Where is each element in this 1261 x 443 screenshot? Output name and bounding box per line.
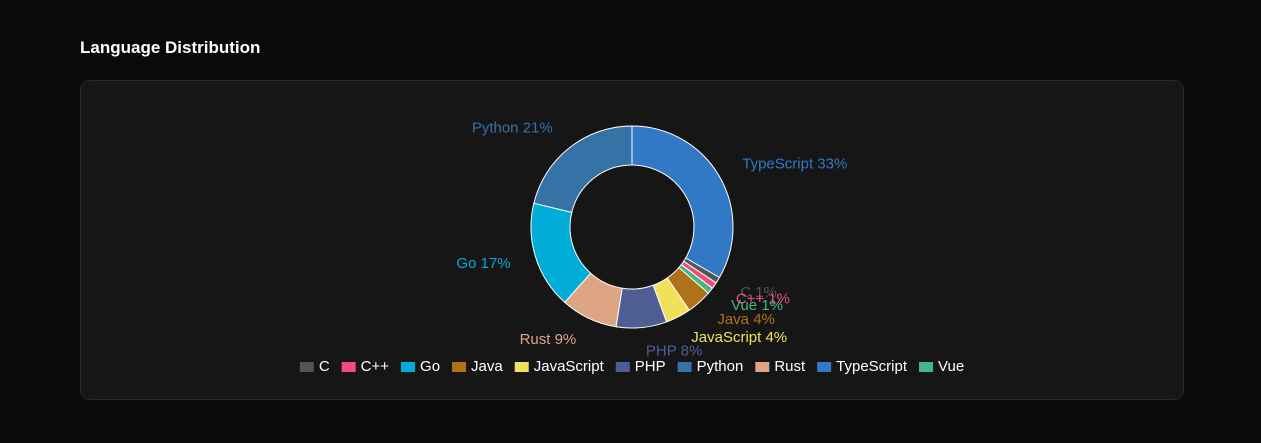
legend-label: C++ <box>361 358 390 375</box>
legend-swatch <box>817 362 832 372</box>
legend-swatch <box>755 362 770 372</box>
legend-label: Go <box>420 358 440 375</box>
slice-label: TypeScript 33% <box>742 155 847 172</box>
legend-swatch <box>452 362 467 372</box>
legend-swatch <box>299 362 314 372</box>
legend-swatch <box>677 362 692 372</box>
legend-swatch <box>919 362 934 372</box>
slice-label: PHP 8% <box>646 342 702 359</box>
slice <box>631 125 734 279</box>
slice-label: Go 17% <box>456 255 510 272</box>
legend-label: PHP <box>635 358 666 375</box>
slice-label: C++ 1% <box>736 290 790 307</box>
slice-label: Vue 1% <box>731 297 783 314</box>
slice-label: C 1% <box>740 284 777 301</box>
legend-swatch <box>514 362 529 372</box>
legend-swatch <box>615 362 630 372</box>
slice-label: Rust 9% <box>520 331 577 348</box>
slice-label: Java 4% <box>717 311 775 328</box>
slice-label: Python 21% <box>472 120 553 137</box>
chart-card <box>80 80 1184 400</box>
legend-label: C <box>319 358 330 375</box>
legend-label: Vue <box>938 358 964 375</box>
legend-swatch <box>401 362 416 372</box>
legend-label: Python <box>697 358 744 375</box>
section-title: Language Distribution <box>80 38 261 57</box>
slice-label: JavaScript 4% <box>691 329 787 346</box>
legend-label: TypeScript <box>836 358 908 375</box>
legend-label: Rust <box>774 358 806 375</box>
legend-label: JavaScript <box>534 358 605 375</box>
slice <box>533 125 633 213</box>
legend-label: Java <box>471 358 503 375</box>
legend-swatch <box>341 362 356 372</box>
